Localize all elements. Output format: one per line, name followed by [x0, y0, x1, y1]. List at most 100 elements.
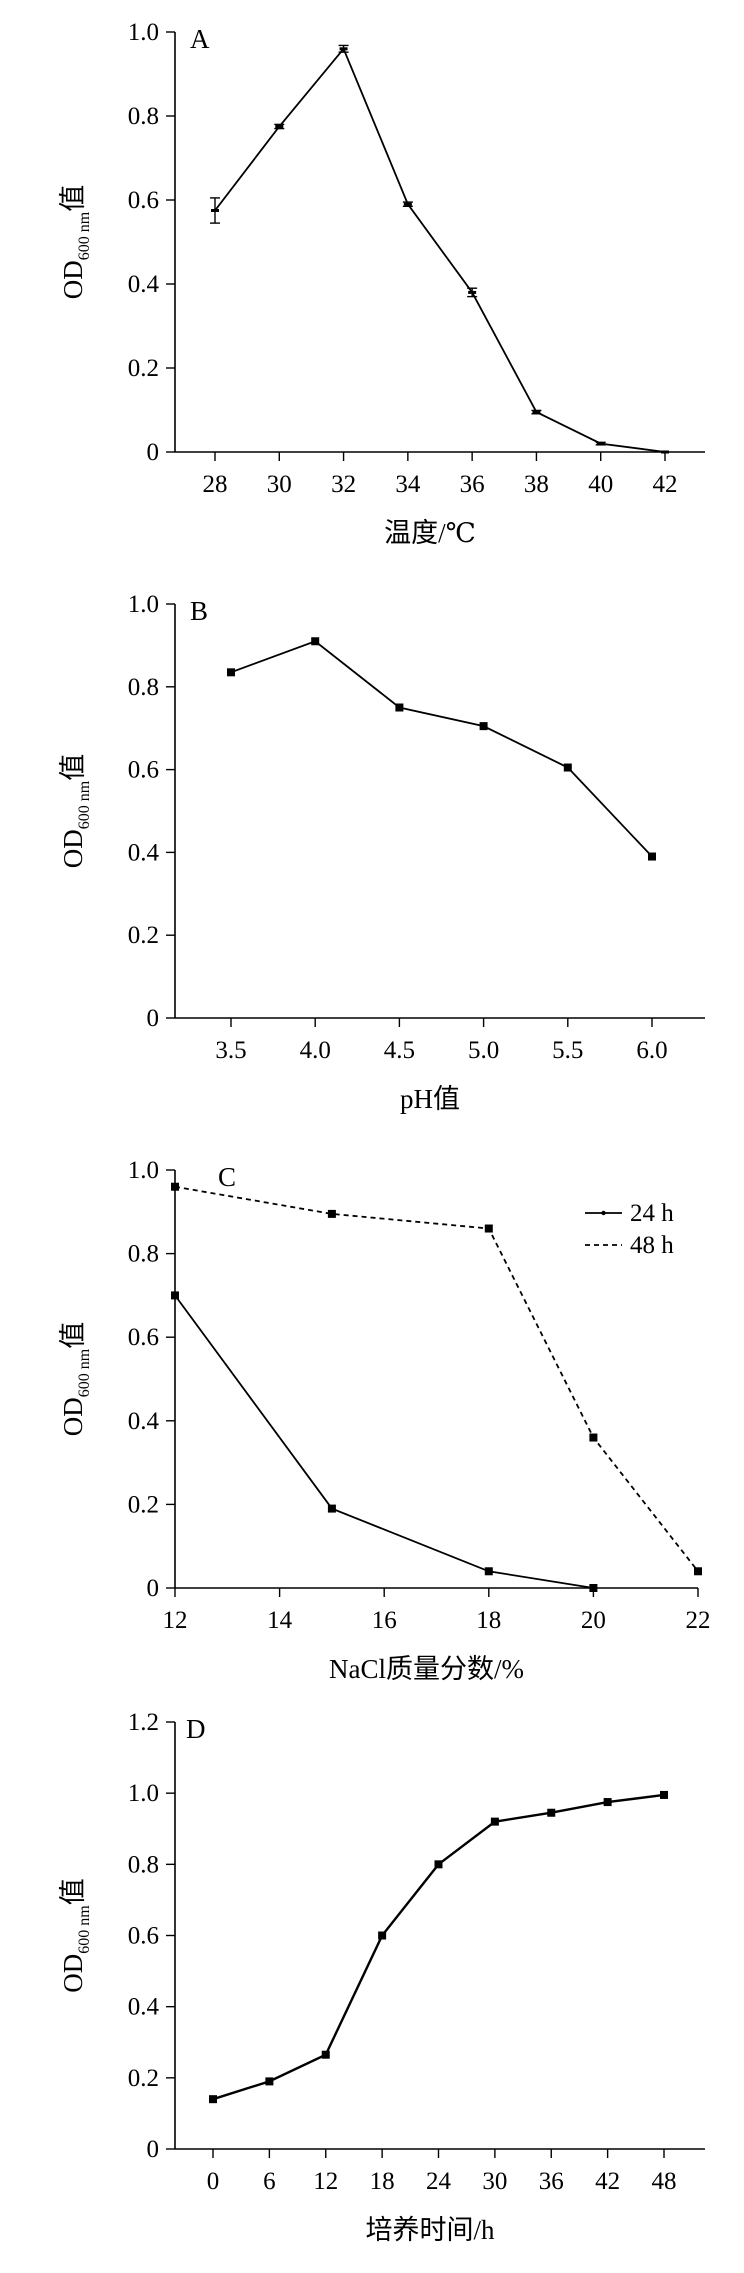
- data-point: [171, 1291, 179, 1300]
- y-tick-label: 0.8: [128, 1851, 159, 1878]
- x-tick-label: 5.5: [552, 1037, 583, 1064]
- x-tick-label: 36: [460, 471, 485, 498]
- x-tick-label: 34: [395, 471, 421, 498]
- data-point: [327, 1504, 336, 1513]
- data-point: [479, 722, 488, 731]
- panel-letter: C: [218, 1162, 236, 1192]
- data-point: [311, 637, 320, 646]
- data-point: [327, 1209, 336, 1218]
- x-tick-label: 38: [524, 471, 549, 498]
- y-tick-label: 0.8: [128, 103, 159, 130]
- series-line: [214, 47, 666, 453]
- data-point: [532, 410, 541, 414]
- data-point: [589, 1433, 598, 1442]
- x-tick-label: 48: [652, 2168, 677, 2195]
- chart-panel-b: 0 0.2 0.4 0.6 0.8 1.0 3.5 4.0 4.5 5.0 5.5 6.0 pH值 OD6…: [58, 591, 705, 1114]
- y-tick-label: 1.0: [128, 591, 159, 618]
- x-tick-label: 12: [313, 2168, 338, 2195]
- y-tick-label: 1.0: [128, 1780, 159, 1807]
- y-tick-label: 0.8: [128, 1241, 159, 1268]
- x-tick-label: 42: [595, 2168, 620, 2195]
- x-tick-label: 16: [372, 1607, 397, 1634]
- series-line: [174, 1294, 594, 1589]
- data-point: [434, 1860, 443, 1869]
- data-point: [265, 2077, 274, 2086]
- series-line: [212, 1793, 665, 2101]
- series-line: [174, 1185, 699, 1572]
- x-axis-label: 温度/℃: [384, 518, 476, 548]
- data-point: [484, 1567, 493, 1576]
- x-tick-label: 36: [539, 2168, 564, 2195]
- x-tick-label: 0: [207, 2168, 220, 2195]
- x-tick-label: 18: [370, 2168, 395, 2195]
- x-tick-label: 30: [482, 2168, 507, 2195]
- x-tick-label: 14: [267, 1607, 293, 1634]
- data-point: [395, 703, 404, 712]
- y-axis-label: OD600 nm值: [58, 754, 93, 868]
- y-tick-label: 0: [147, 1005, 160, 1032]
- y-axis-label: OD600 nm值: [58, 185, 93, 299]
- y-axis-label: OD600 nm值: [58, 1878, 93, 1992]
- x-axis-label: pH值: [400, 1084, 460, 1114]
- series-line: [230, 640, 653, 858]
- y-tick-label: 0.6: [128, 1324, 159, 1351]
- legend-label: 24 h: [630, 1200, 674, 1227]
- x-tick-label: 12: [163, 1607, 188, 1634]
- y-tick-label: 0.6: [128, 757, 159, 784]
- y-tick-label: 0.2: [128, 1491, 159, 1518]
- data-point: [596, 442, 605, 446]
- data-point: [171, 1182, 179, 1191]
- x-tick-label: 4.5: [384, 1037, 415, 1064]
- y-tick-label: 0.8: [128, 674, 159, 701]
- x-tick-label: 18: [476, 1607, 501, 1634]
- x-tick-label: 6: [263, 2168, 276, 2195]
- x-tick-label: 24: [426, 2168, 452, 2195]
- chart-panel-c: 0 0.2 0.4 0.6 0.8 1.0 12 14 16 18 20 22 NaCl质量分数/% OD…: [58, 1157, 711, 1684]
- data-point: [211, 209, 219, 212]
- panel-letter: D: [186, 1714, 206, 1744]
- x-tick-label: 28: [203, 471, 228, 498]
- y-tick-label: 0: [147, 439, 160, 466]
- y-tick-label: 1.0: [128, 1157, 159, 1184]
- panel-letter: A: [190, 24, 210, 54]
- x-tick-label: 30: [267, 471, 292, 498]
- chart-panel-d: 0 0.2 0.4 0.6 0.8 1.0 1.2 0 6 12 18 24 30 36 42 48 培养时间/…: [58, 1709, 705, 2245]
- x-tick-label: 32: [331, 471, 356, 498]
- data-point: [661, 450, 669, 454]
- y-tick-label: 0.4: [128, 1408, 160, 1435]
- y-axis-label: OD600 nm值: [58, 1322, 93, 1436]
- data-point: [403, 202, 412, 206]
- legend-marker: [601, 1210, 606, 1216]
- data-point: [603, 1798, 612, 1807]
- data-point: [660, 1790, 668, 1799]
- y-tick-label: 0: [147, 2136, 160, 2163]
- y-tick-label: 0.2: [128, 2065, 159, 2092]
- data-point: [563, 763, 572, 772]
- y-tick-label: 0.4: [128, 271, 160, 298]
- x-tick-label: 20: [581, 1607, 606, 1634]
- data-point: [648, 852, 656, 861]
- data-point: [339, 47, 348, 51]
- y-tick-label: 0.6: [128, 187, 159, 214]
- data-point: [484, 1224, 493, 1233]
- panel-letter: B: [190, 596, 208, 626]
- data-point: [209, 2095, 217, 2104]
- x-tick-label: 22: [686, 1607, 711, 1634]
- data-point: [275, 125, 284, 128]
- legend: 24 h 48 h: [585, 1200, 674, 1259]
- data-point: [468, 290, 477, 294]
- y-tick-label: 1.0: [128, 19, 159, 46]
- x-tick-label: 3.5: [215, 1037, 246, 1064]
- data-point: [694, 1567, 702, 1576]
- legend-label: 48 h: [630, 1232, 674, 1259]
- data-point: [547, 1808, 556, 1817]
- x-tick-label: 6.0: [636, 1037, 667, 1064]
- x-tick-label: 42: [653, 471, 678, 498]
- data-point: [589, 1584, 598, 1592]
- y-tick-label: 0.4: [128, 839, 160, 866]
- data-point: [321, 2050, 330, 2059]
- data-point: [490, 1817, 499, 1826]
- chart-panel-a: 0 0.2 0.4 0.6 0.8 1.0 28 30 32 34 36 38 40 42 温度/℃ OD60…: [58, 19, 705, 548]
- x-axis-label: 培养时间/h: [365, 2215, 495, 2245]
